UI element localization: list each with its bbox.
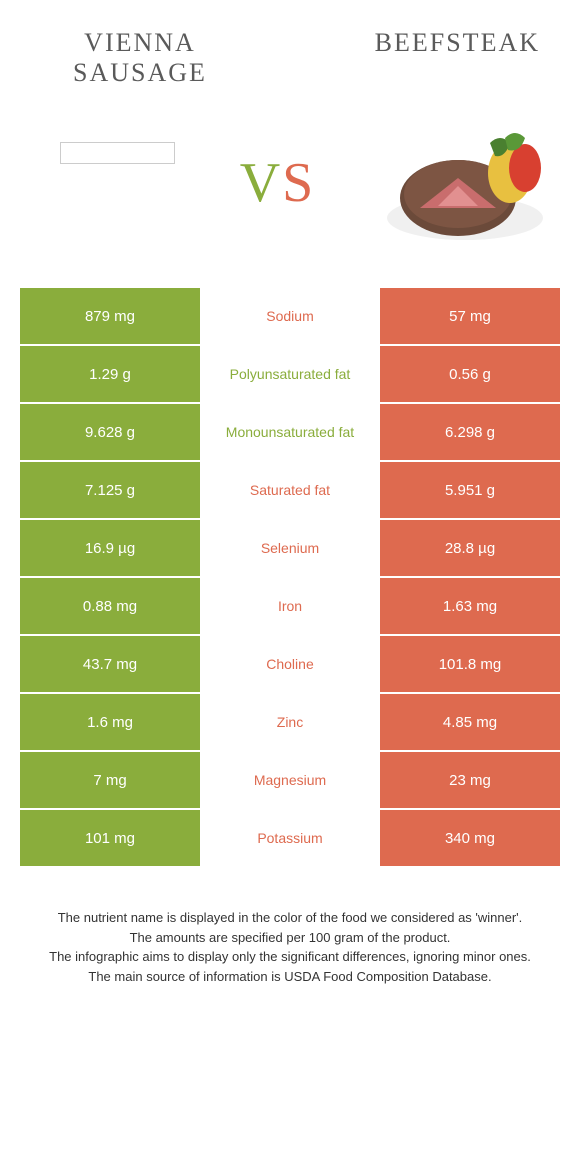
footer-notes: The nutrient name is displayed in the co… [0, 868, 580, 986]
nutrient-label: Zinc [200, 694, 380, 750]
right-value: 28.8 µg [380, 520, 560, 576]
left-value: 43.7 mg [20, 636, 200, 692]
right-value: 101.8 mg [380, 636, 560, 692]
right-value: 6.298 g [380, 404, 560, 460]
left-value: 1.6 mg [20, 694, 200, 750]
left-value: 9.628 g [20, 404, 200, 460]
right-food-image [380, 123, 550, 243]
right-value: 340 mg [380, 810, 560, 866]
footer-line-4: The main source of information is USDA F… [20, 967, 560, 987]
right-value: 0.56 g [380, 346, 560, 402]
beefsteak-icon [380, 118, 550, 248]
nutrient-label: Monounsaturated fat [200, 404, 380, 460]
nutrient-label: Polyunsaturated fat [200, 346, 380, 402]
nutrient-label: Saturated fat [200, 462, 380, 518]
table-row: 101 mgPotassium340 mg [20, 810, 560, 866]
vs-s: S [282, 152, 315, 214]
table-row: 7.125 gSaturated fat5.951 g [20, 462, 560, 518]
table-row: 1.6 mgZinc4.85 mg [20, 694, 560, 750]
left-value: 7.125 g [20, 462, 200, 518]
nutrient-label: Sodium [200, 288, 380, 344]
footer-line-3: The infographic aims to display only the… [20, 947, 560, 967]
right-value: 1.63 mg [380, 578, 560, 634]
table-row: 0.88 mgIron1.63 mg [20, 578, 560, 634]
right-value: 5.951 g [380, 462, 560, 518]
left-value: 101 mg [20, 810, 200, 866]
left-value: 0.88 mg [20, 578, 200, 634]
nutrient-label: Potassium [200, 810, 380, 866]
left-value: 16.9 µg [20, 520, 200, 576]
nutrient-label: Choline [200, 636, 380, 692]
nutrient-label: Magnesium [200, 752, 380, 808]
left-value: 879 mg [20, 288, 200, 344]
table-row: 879 mgSodium57 mg [20, 288, 560, 344]
table-row: 9.628 gMonounsaturated fat6.298 g [20, 404, 560, 460]
right-value: 4.85 mg [380, 694, 560, 750]
right-value: 57 mg [380, 288, 560, 344]
table-row: 1.29 gPolyunsaturated fat0.56 g [20, 346, 560, 402]
nutrient-label: Selenium [200, 520, 380, 576]
left-value: 1.29 g [20, 346, 200, 402]
left-food-image [60, 142, 175, 164]
nutrient-label: Iron [200, 578, 380, 634]
nutrient-table: 879 mgSodium57 mg1.29 gPolyunsaturated f… [20, 288, 560, 866]
table-row: 7 mgMagnesium23 mg [20, 752, 560, 808]
vs-label: VS [240, 151, 316, 215]
table-row: 43.7 mgCholine101.8 mg [20, 636, 560, 692]
footer-line-2: The amounts are specified per 100 gram o… [20, 928, 560, 948]
right-value: 23 mg [380, 752, 560, 808]
footer-line-1: The nutrient name is displayed in the co… [20, 908, 560, 928]
left-value: 7 mg [20, 752, 200, 808]
vs-v: V [240, 152, 282, 214]
table-row: 16.9 µgSelenium28.8 µg [20, 520, 560, 576]
left-food-title: VIENNA SAUSAGE [40, 28, 240, 88]
header: VIENNA SAUSAGE BEEFSTEAK [0, 0, 580, 88]
right-food-title: BEEFSTEAK [340, 28, 540, 58]
image-row: VS [0, 88, 580, 268]
